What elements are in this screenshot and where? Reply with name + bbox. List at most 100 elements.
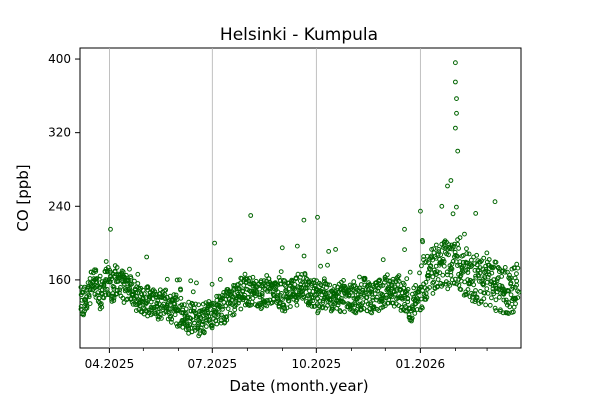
data-point — [401, 285, 407, 291]
data-point — [365, 301, 371, 307]
data-point — [158, 316, 164, 321]
data-point — [209, 281, 215, 287]
data-point — [458, 287, 464, 293]
data-point — [477, 279, 482, 284]
data-point — [86, 292, 92, 298]
data-point — [491, 291, 497, 297]
data-point — [277, 300, 283, 306]
data-point — [396, 278, 402, 284]
data-point — [231, 312, 237, 317]
data-point — [420, 288, 425, 293]
data-point — [94, 276, 100, 281]
data-point — [332, 283, 338, 289]
data-point — [464, 291, 469, 297]
data-point — [197, 331, 203, 337]
data-point — [278, 269, 284, 275]
data-point — [154, 303, 160, 309]
data-point — [225, 301, 231, 306]
data-point — [83, 297, 89, 303]
data-point — [249, 291, 255, 296]
data-point — [341, 300, 347, 305]
data-point — [103, 259, 109, 264]
data-point — [441, 263, 447, 269]
data-point — [209, 325, 215, 331]
data-point — [327, 282, 333, 288]
data-point — [199, 321, 205, 327]
data-point — [224, 314, 230, 320]
data-point — [435, 251, 441, 257]
data-point — [502, 269, 508, 275]
data-point — [203, 324, 209, 329]
data-point — [454, 204, 459, 210]
data-point — [389, 294, 395, 300]
data-point — [473, 275, 479, 281]
data-point — [329, 307, 335, 313]
data-point — [87, 301, 93, 307]
data-point — [461, 263, 466, 269]
data-point — [309, 303, 315, 309]
data-point — [219, 312, 224, 318]
data-point — [499, 274, 505, 279]
data-point — [481, 255, 487, 261]
data-point — [472, 268, 478, 273]
data-point — [121, 300, 127, 305]
data-point — [212, 240, 218, 246]
grid-lines — [109, 48, 421, 348]
data-point — [91, 276, 97, 282]
data-point — [292, 282, 298, 287]
data-point — [341, 278, 346, 283]
data-point — [179, 302, 185, 308]
data-point — [238, 280, 243, 286]
data-point — [259, 291, 265, 296]
data-point — [482, 275, 488, 281]
data-point — [510, 284, 516, 290]
data-point — [489, 270, 495, 276]
x-axis-label: Date (month.year) — [229, 377, 368, 395]
data-point — [164, 276, 170, 282]
data-point — [275, 293, 281, 299]
data-point — [484, 286, 490, 292]
data-point — [357, 274, 362, 280]
data-point — [417, 270, 422, 276]
data-point — [515, 295, 521, 301]
chart-title: Helsinki - Kumpula — [220, 25, 378, 45]
data-point — [261, 278, 267, 284]
data-point — [118, 285, 123, 290]
data-point — [242, 292, 248, 298]
data-point — [476, 273, 482, 279]
data-point — [238, 306, 244, 312]
data-point — [329, 305, 335, 310]
data-point — [455, 241, 460, 247]
data-point — [101, 295, 107, 301]
data-point — [308, 299, 313, 304]
data-point — [492, 199, 498, 205]
data-point — [191, 305, 197, 311]
data-point — [428, 264, 433, 269]
data-point — [96, 276, 102, 282]
data-point — [129, 281, 135, 287]
data-point — [267, 288, 273, 294]
y-tick-label: 400 — [48, 52, 71, 66]
data-point — [258, 278, 264, 284]
data-point — [130, 301, 136, 307]
data-point — [188, 278, 194, 284]
data-point — [170, 297, 176, 303]
data-point — [127, 286, 133, 291]
data-point — [253, 278, 259, 284]
x-axis: 04.2025 07.2025 10.2025 01.2026 — [85, 348, 488, 371]
data-point — [102, 287, 108, 293]
data-point — [146, 307, 152, 313]
data-point — [303, 276, 309, 281]
data-point — [241, 283, 247, 288]
x-tick-label: 01.2026 — [396, 357, 446, 371]
data-point — [502, 265, 508, 270]
data-point — [114, 291, 120, 297]
data-point — [301, 217, 307, 223]
data-point — [404, 291, 410, 297]
data-point — [447, 283, 453, 288]
y-tick-label: 240 — [48, 199, 71, 213]
data-point — [351, 288, 356, 294]
data-point — [178, 287, 183, 293]
data-point — [460, 253, 466, 258]
data-point — [282, 306, 288, 312]
